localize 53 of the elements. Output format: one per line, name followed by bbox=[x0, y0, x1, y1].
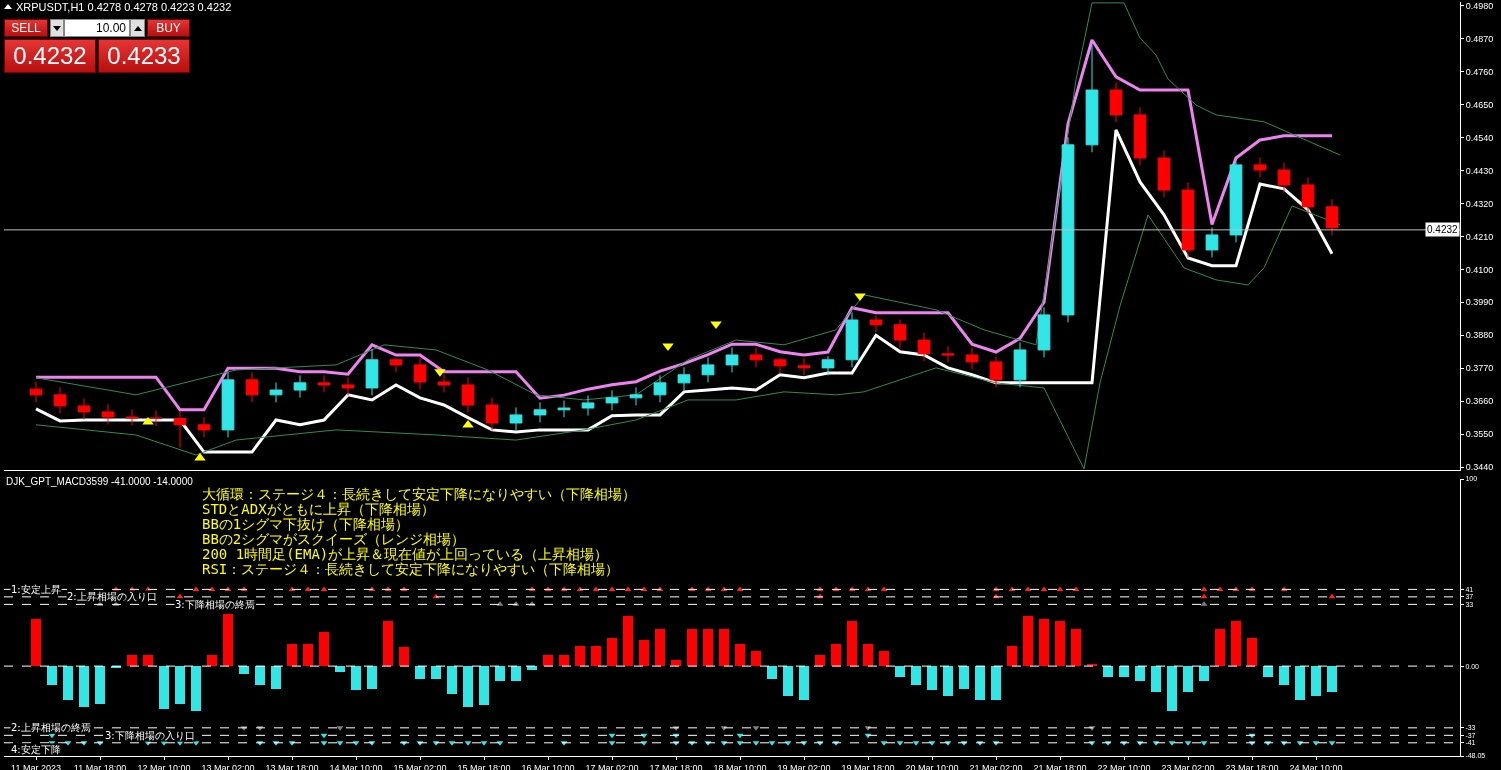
y-tick-label: 0.4100 bbox=[1465, 264, 1494, 275]
x-tick-label: 17 Mar 02:00 bbox=[585, 762, 639, 770]
ref-line-label: 3:下降相場の終焉 bbox=[175, 599, 255, 610]
x-tick-label: 15 Mar 02:00 bbox=[393, 762, 447, 770]
x-tick-label: 21 Mar 02:00 bbox=[969, 762, 1023, 770]
y-tick-label: 0.4320 bbox=[1465, 198, 1494, 209]
annotation: 0.4233 bbox=[107, 42, 181, 69]
x-tick-label: 12 Mar 10:00 bbox=[137, 762, 191, 770]
annotation: STDとADXがともに上昇（下降相場） bbox=[202, 501, 435, 517]
y-tick-label: 0.3550 bbox=[1465, 429, 1494, 440]
ref-line-label: 2:上昇相場の終焉 bbox=[11, 722, 91, 733]
y-tick-label: 0.4870 bbox=[1465, 33, 1494, 44]
y-tick-label: 0.4540 bbox=[1465, 132, 1494, 143]
x-tick-label: 18 Mar 10:00 bbox=[713, 762, 767, 770]
annotation: RSI：ステージ４：長続きして安定下降になりやすい（下降相場） bbox=[202, 561, 620, 577]
x-tick-label: 23 Mar 18:00 bbox=[1225, 762, 1279, 770]
x-tick-label: 19 Mar 18:00 bbox=[841, 762, 895, 770]
y-tick-label: 0.3660 bbox=[1465, 396, 1494, 407]
y-tick-label: 0.3440 bbox=[1465, 462, 1494, 473]
x-tick-label: 13 Mar 18:00 bbox=[265, 762, 319, 770]
annotation: 200 1時間足(EMA)が上昇＆現在値が上回っている（上昇相場） bbox=[202, 546, 609, 562]
x-tick-label: 17 Mar 18:00 bbox=[649, 762, 703, 770]
y-tick-label: 0.3990 bbox=[1465, 297, 1494, 308]
y-tick-label: 0.4210 bbox=[1465, 231, 1494, 242]
y-tick-label: 0.4760 bbox=[1465, 66, 1494, 77]
y-tick-label: 0.3880 bbox=[1465, 330, 1494, 341]
x-tick-label: 20 Mar 10:00 bbox=[905, 762, 959, 770]
y-tick-label: 0.4980 bbox=[1465, 1, 1494, 12]
x-tick-label: 19 Mar 02:00 bbox=[777, 762, 831, 770]
annotation: BBの2シグマがスクイーズ（レンジ相場） bbox=[202, 531, 466, 547]
annotation: 大循環：ステージ４：長続きして安定下降になりやすい（下降相場） bbox=[202, 486, 636, 502]
x-tick-label: 13 Mar 02:00 bbox=[201, 762, 255, 770]
ref-line-label: 3:下降相場の入り口 bbox=[105, 730, 195, 741]
x-tick-label: 11 Mar 18:00 bbox=[73, 762, 127, 770]
x-tick-label: 16 Mar 10:00 bbox=[521, 762, 575, 770]
x-tick-label: 22 Mar 10:00 bbox=[1097, 762, 1151, 770]
ref-line-label: 0.4232 bbox=[1427, 224, 1459, 235]
y-tick-label: 0.4650 bbox=[1465, 99, 1494, 110]
x-tick-label: 21 Mar 18:00 bbox=[1033, 762, 1087, 770]
x-tick-label: 11 Mar 2023 bbox=[11, 762, 61, 770]
ref-line-label: 2:上昇相場の入り口 bbox=[67, 591, 157, 602]
ref-line-label: 4:安定下降 bbox=[11, 744, 61, 755]
y-tick-label: 0.3770 bbox=[1465, 363, 1494, 374]
x-tick-label: 23 Mar 02:00 bbox=[1161, 762, 1215, 770]
annotation: BBの1シグマ下抜け（下降相場） bbox=[202, 516, 410, 532]
y-tick-label: 0.4430 bbox=[1465, 165, 1494, 176]
annotation: 0.4232 bbox=[13, 42, 87, 69]
x-tick-label: 14 Mar 10:00 bbox=[329, 762, 383, 770]
ref-line-label: 1:安定上昇 bbox=[11, 584, 61, 595]
chart-title: DJK_GPT_MACD3599 -41.0000 -14.0000 bbox=[6, 476, 194, 487]
chart-title: XRPUSDT,H1 0.4278 0.4278 0.4223 0.4232 bbox=[16, 0, 232, 13]
x-tick-label: 24 Mar 10:00 bbox=[1289, 762, 1343, 770]
x-tick-label: 15 Mar 18:00 bbox=[457, 762, 511, 770]
